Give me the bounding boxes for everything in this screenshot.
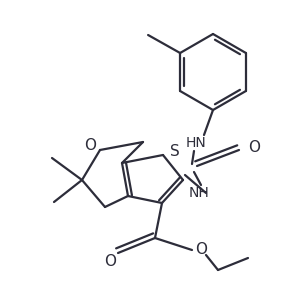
Text: NH: NH	[189, 186, 209, 200]
Text: O: O	[248, 140, 260, 156]
Text: O: O	[84, 139, 96, 154]
Text: O: O	[104, 254, 116, 268]
Text: HN: HN	[186, 136, 206, 150]
Text: O: O	[195, 243, 207, 257]
Text: S: S	[170, 143, 180, 158]
